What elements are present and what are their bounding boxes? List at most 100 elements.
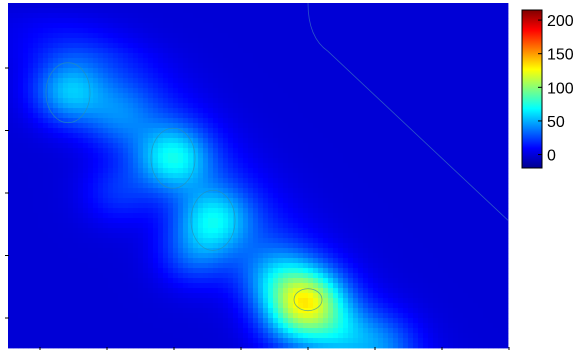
heatmap-cell xyxy=(278,188,284,194)
heatmap-cell xyxy=(343,68,349,74)
heatmap-cell xyxy=(18,38,24,44)
heatmap-cell xyxy=(88,238,94,244)
heatmap-cell xyxy=(388,133,394,139)
heatmap-cell xyxy=(458,178,464,184)
heatmap-cell xyxy=(368,218,374,224)
heatmap-cell xyxy=(388,113,394,119)
heatmap-cell xyxy=(213,198,219,204)
heatmap-cell xyxy=(223,73,229,79)
heatmap-cell xyxy=(28,158,34,164)
heatmap-cell xyxy=(188,123,194,129)
heatmap-cell xyxy=(8,73,14,79)
heatmap-cell xyxy=(293,168,299,174)
heatmap-cell xyxy=(13,38,19,44)
heatmap-cell xyxy=(188,193,194,199)
heatmap-cell xyxy=(333,183,339,189)
heatmap-cell xyxy=(173,13,179,19)
heatmap-cell xyxy=(13,213,19,219)
heatmap-cell xyxy=(308,118,314,124)
heatmap-cell xyxy=(33,103,39,109)
heatmap-cell xyxy=(318,163,324,169)
heatmap-cell xyxy=(188,13,194,19)
heatmap-cell xyxy=(128,198,134,204)
heatmap-cell xyxy=(428,143,434,149)
heatmap-cell xyxy=(18,173,24,179)
heatmap-cell xyxy=(198,93,204,99)
heatmap-cell xyxy=(243,178,249,184)
heatmap-cell xyxy=(328,123,334,129)
heatmap-cell xyxy=(173,88,179,94)
heatmap-cell xyxy=(133,248,139,254)
heatmap-cell xyxy=(408,93,414,99)
heatmap-cell xyxy=(168,173,174,179)
heatmap-cell xyxy=(78,13,84,19)
heatmap-cell xyxy=(213,78,219,84)
heatmap-cell xyxy=(418,193,424,199)
heatmap-cell xyxy=(248,138,254,144)
heatmap-cell xyxy=(343,163,349,169)
heatmap-cell xyxy=(303,73,309,79)
heatmap-cell xyxy=(343,13,349,19)
heatmap-cell xyxy=(388,183,394,189)
heatmap-cell xyxy=(498,18,504,24)
heatmap-cell xyxy=(318,58,324,64)
heatmap-cell xyxy=(203,158,209,164)
heatmap-cell xyxy=(273,83,279,89)
heatmap-cell xyxy=(183,208,189,214)
heatmap-cell xyxy=(133,78,139,84)
heatmap-cell xyxy=(143,33,149,39)
heatmap-cell xyxy=(153,83,159,89)
heatmap-cell xyxy=(98,173,104,179)
heatmap-cell xyxy=(278,68,284,74)
heatmap-cell xyxy=(298,193,304,199)
heatmap-cell xyxy=(133,168,139,174)
heatmap-cell xyxy=(348,73,354,79)
heatmap-cell xyxy=(78,33,84,39)
heatmap-cell xyxy=(53,58,59,64)
heatmap-cell xyxy=(148,8,154,14)
heatmap-cell xyxy=(123,98,129,104)
heatmap-cell xyxy=(213,33,219,39)
heatmap-cell xyxy=(153,58,159,64)
heatmap-cell xyxy=(358,173,364,179)
heatmap-cell xyxy=(503,83,509,89)
heatmap-cell xyxy=(433,238,439,244)
heatmap-cell xyxy=(163,63,169,69)
heatmap-cell xyxy=(408,153,414,159)
heatmap-cell xyxy=(233,123,239,129)
heatmap-cell xyxy=(253,13,259,19)
heatmap-cell xyxy=(213,63,219,69)
heatmap-cell xyxy=(408,138,414,144)
heatmap-cell xyxy=(438,13,444,19)
heatmap-cell xyxy=(488,63,494,69)
heatmap-cell xyxy=(428,78,434,84)
heatmap-cell xyxy=(368,203,374,209)
heatmap-cell xyxy=(103,203,109,209)
heatmap-cell xyxy=(38,248,44,254)
heatmap-cell xyxy=(38,113,44,119)
heatmap-cell xyxy=(383,163,389,169)
heatmap-cell xyxy=(353,203,359,209)
heatmap-cell xyxy=(418,78,424,84)
heatmap-cell xyxy=(278,243,284,249)
heatmap-cell xyxy=(308,33,314,39)
heatmap-cell xyxy=(368,53,374,59)
heatmap-cell xyxy=(283,8,289,14)
heatmap-cell xyxy=(28,103,34,109)
heatmap-cell xyxy=(263,38,269,44)
heatmap-cell xyxy=(183,243,189,249)
heatmap-cell xyxy=(43,208,49,214)
heatmap-cell xyxy=(38,88,44,94)
heatmap-cell xyxy=(163,58,169,64)
heatmap-cell xyxy=(98,98,104,104)
heatmap-cell xyxy=(203,178,209,184)
heatmap-cell xyxy=(343,233,349,239)
heatmap-cell xyxy=(268,48,274,54)
heatmap-cell xyxy=(318,93,324,99)
heatmap-cell xyxy=(458,13,464,19)
heatmap-cell xyxy=(438,168,444,174)
heatmap-cell xyxy=(218,183,224,189)
heatmap-cell xyxy=(503,193,509,199)
heatmap-cell xyxy=(173,168,179,174)
heatmap-cell xyxy=(453,153,459,159)
